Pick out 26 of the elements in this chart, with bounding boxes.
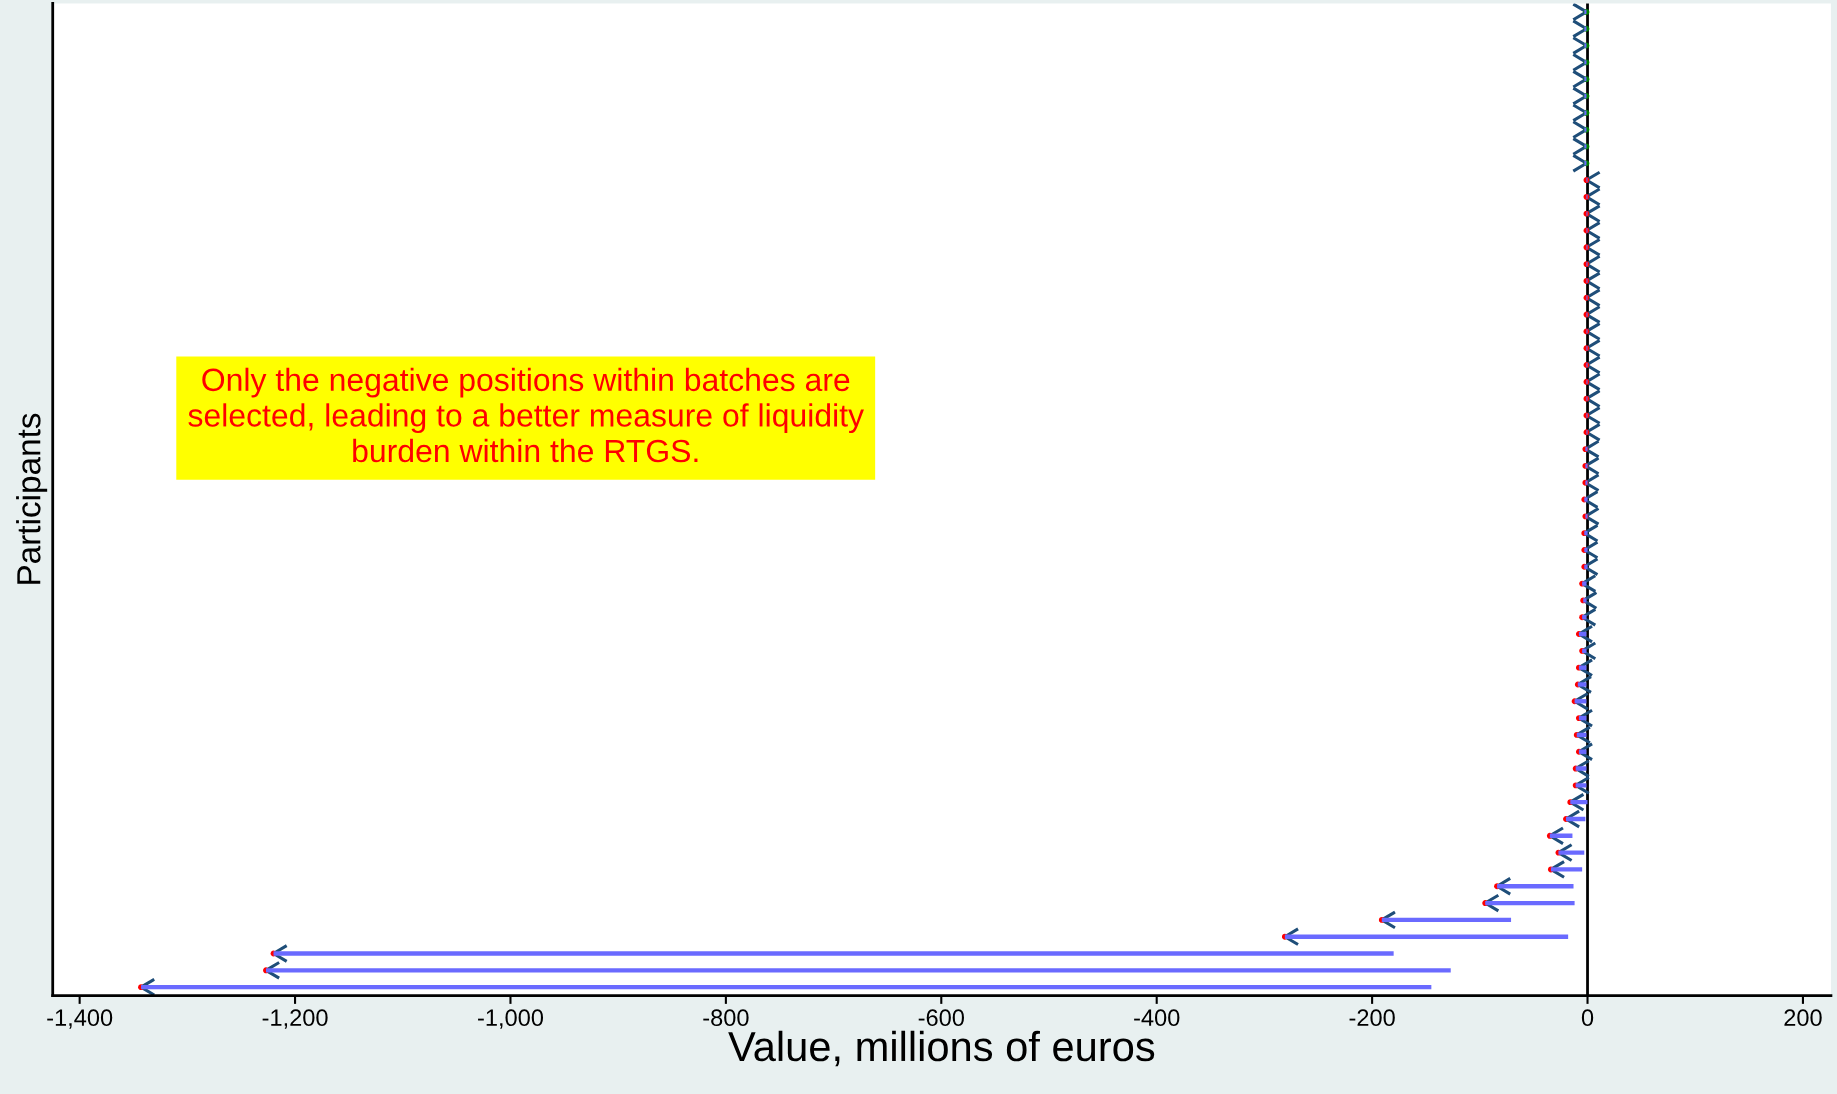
x-tick-label: -200 (1349, 1009, 1395, 1027)
x-axis-title: Value, millions of euros (728, 1030, 1155, 1067)
x-tick-label: 0 (1581, 1009, 1594, 1027)
bar (1575, 766, 1587, 771)
x-tick-label: 200 (1784, 1009, 1822, 1027)
bar (1578, 665, 1587, 670)
bar (273, 951, 1394, 956)
bar (1570, 799, 1588, 805)
bar (1485, 900, 1575, 906)
x-tick-label: -1,400 (47, 1009, 113, 1029)
x-tick-label: -400 (1134, 1009, 1180, 1027)
bar (1575, 783, 1587, 788)
bar (141, 984, 1432, 990)
bar (1577, 682, 1587, 687)
y-axis-title: Participants (16, 413, 48, 584)
bar (1558, 850, 1585, 855)
x-tick-label: -800 (703, 1009, 749, 1027)
bar (1284, 934, 1569, 939)
x-tick-label: -1,200 (262, 1009, 328, 1029)
bar (1497, 884, 1574, 889)
bar (1381, 917, 1512, 923)
x-tick-label: -1,000 (478, 1009, 544, 1029)
annotation: Only the negative positions within batches are selected, leading to a better measure of liquidity burden within the RTGS. (188, 367, 864, 463)
bar (1550, 867, 1583, 872)
bar (265, 968, 1451, 973)
x-tick-label: -600 (918, 1009, 964, 1027)
